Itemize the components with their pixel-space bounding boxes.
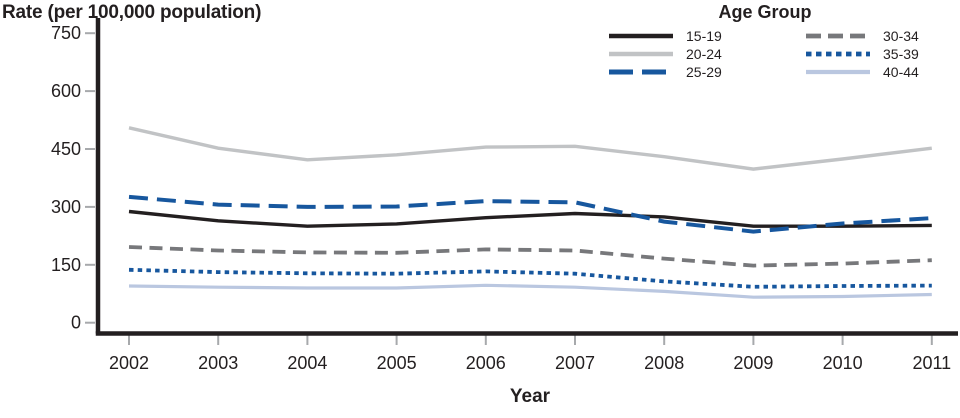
legend-swatch-20-24-icon — [609, 51, 673, 57]
x-tick-label-2003: 2003 — [198, 353, 238, 373]
legend-swatch-30-34-icon — [806, 33, 870, 39]
series-line-30-34 — [128, 245, 932, 268]
legend-label-40-44: 40-44 — [883, 64, 919, 80]
x-tick-label-2005: 2005 — [377, 353, 417, 373]
x-tick-label-2011: 2011 — [912, 353, 951, 373]
legend-label-35-39: 35-39 — [883, 46, 919, 62]
x-tick-label-2006: 2006 — [466, 353, 506, 373]
legend-swatch-35-39-icon — [806, 51, 870, 57]
y-tick-label-150: 150 — [51, 255, 81, 275]
y-tick-label-0: 0 — [71, 313, 81, 333]
legend-title: Age Group — [718, 2, 812, 22]
x-tick-label-2007: 2007 — [555, 353, 595, 373]
x-tick-label-2008: 2008 — [644, 353, 684, 373]
y-tick-label-450: 450 — [51, 139, 81, 159]
legend: Age Group 15-19 20-24 25-29 30-34 35-39 40-44 — [585, 2, 945, 81]
legend-swatch-40-44-icon — [806, 69, 870, 75]
legend-item-20-24: 20-24 — [609, 45, 756, 63]
x-tick-label-2004: 2004 — [287, 353, 327, 373]
legend-item-25-29: 25-29 — [609, 63, 756, 81]
legend-item-40-44: 40-44 — [806, 63, 953, 81]
legend-label-15-19: 15-19 — [686, 28, 722, 44]
legend-label-30-34: 30-34 — [883, 28, 919, 44]
legend-item-15-19: 15-19 — [609, 27, 756, 45]
legend-label-25-29: 25-29 — [686, 64, 722, 80]
legend-swatch-25-29-icon — [609, 69, 673, 75]
x-tick-label-2009: 2009 — [733, 353, 773, 373]
x-tick-label-2002: 2002 — [109, 353, 149, 373]
legend-items: 15-19 20-24 25-29 30-34 35-39 40-44 — [609, 27, 953, 81]
x-tick-label-2010: 2010 — [823, 353, 863, 373]
legend-label-20-24: 20-24 — [686, 46, 722, 62]
y-tick-label-600: 600 — [51, 81, 81, 101]
series-line-40-44 — [128, 283, 932, 299]
series-line-35-39 — [128, 267, 932, 289]
legend-item-35-39: 35-39 — [806, 45, 953, 63]
series-line-25-29 — [128, 194, 932, 234]
legend-swatch-15-19-icon — [609, 33, 673, 39]
y-axis-title: Rate (per 100,000 population) — [2, 2, 262, 23]
legend-item-30-34: 30-34 — [806, 27, 953, 45]
series-line-15-19 — [128, 209, 932, 228]
y-tick-label-750: 750 — [51, 23, 81, 43]
series-line-20-24 — [128, 126, 933, 171]
y-tick-label-300: 300 — [51, 197, 81, 217]
x-axis-title: Year — [509, 386, 551, 407]
